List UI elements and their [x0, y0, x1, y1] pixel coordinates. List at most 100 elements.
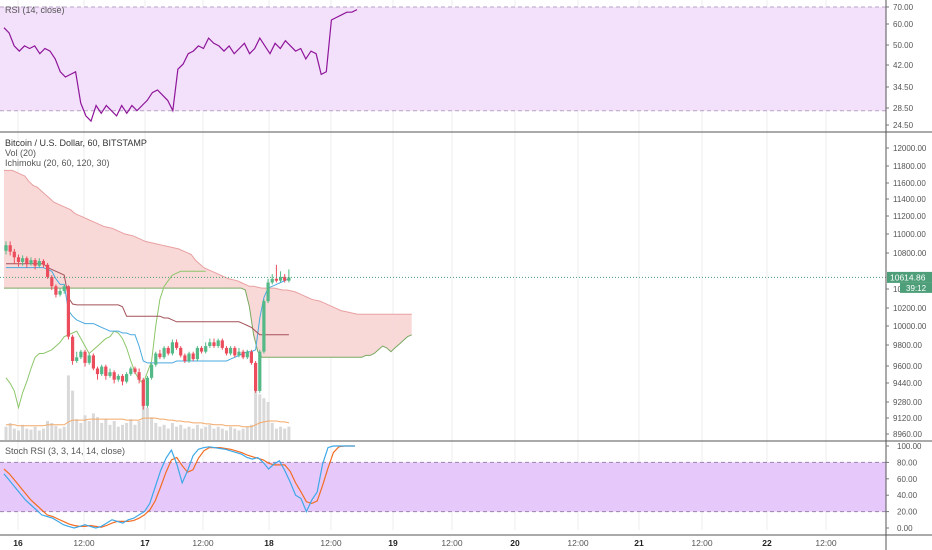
volume-bar — [112, 421, 116, 440]
candle-body — [212, 342, 216, 346]
candle-body — [116, 375, 120, 380]
candle-body — [150, 364, 154, 378]
volume-bar — [229, 426, 233, 440]
stoch-rsi-band — [0, 462, 886, 512]
candle-body — [208, 342, 212, 346]
volume-bar — [158, 426, 162, 440]
time-axis-label: 16 — [13, 538, 23, 548]
volume-bar — [71, 390, 75, 440]
ichimoku-cloud — [4, 170, 412, 358]
volume-bar — [179, 424, 183, 440]
time-axis-label: 12:00 — [192, 538, 214, 548]
price-axis-label: 80.00 — [897, 458, 918, 467]
candle-body — [145, 377, 149, 406]
candle-body — [224, 347, 229, 354]
candle-body — [112, 372, 116, 380]
stoch-rsi-pane[interactable] — [0, 445, 886, 529]
price-axis-label: 8960.00 — [893, 430, 922, 439]
candle-body — [262, 301, 266, 352]
time-axis-label: 21 — [634, 538, 644, 548]
candle-body — [75, 357, 79, 361]
candle-body — [183, 355, 187, 361]
price-axis-label: 0.00 — [897, 524, 913, 533]
volume-bar — [66, 375, 70, 440]
volume-bar — [83, 415, 87, 440]
volume-bar — [279, 426, 283, 440]
price-axis-label: 11000.00 — [893, 230, 926, 239]
candle-body — [287, 277, 291, 281]
volume-legend[interactable]: Vol (20) — [5, 148, 36, 158]
price-pane[interactable] — [0, 169, 886, 441]
volume-bar — [33, 426, 37, 440]
rsi-pane[interactable] — [0, 6, 886, 123]
time-axis[interactable]: 16 12:00 17 12:00 18 12:00 19 12:00 20 12:00 21 12:… — [13, 538, 837, 548]
price-axis-label: 60.00 — [893, 20, 914, 29]
price-axis-label: 42.00 — [893, 61, 914, 70]
candle-body — [249, 351, 253, 363]
last-price-label: 10614.86 — [890, 272, 926, 282]
candle-body — [62, 286, 66, 291]
volume-bar — [241, 428, 245, 440]
volume-bar — [25, 428, 29, 440]
volume-bar — [170, 422, 174, 440]
candle-body — [216, 340, 220, 346]
volume-bar — [58, 428, 62, 440]
volume-bar — [249, 424, 253, 440]
volume-bar — [100, 422, 104, 440]
volume-bar — [225, 430, 228, 440]
volume-bar — [96, 417, 99, 440]
volume-bar — [150, 417, 154, 440]
volume-bar — [125, 422, 129, 440]
candle-body — [270, 278, 274, 283]
candle-body — [258, 351, 262, 391]
volume-bar — [220, 428, 224, 440]
volume-bar — [245, 426, 249, 440]
symbol-title[interactable]: Bitcoin / U.S. Dollar, 60, BITSTAMP — [5, 138, 147, 148]
candle-body — [229, 347, 233, 354]
ichimoku-legend[interactable]: Ichimoku (20, 60, 120, 30) — [5, 158, 110, 168]
candle-body — [95, 368, 100, 375]
ichimoku-lagging-span — [5, 270, 206, 410]
volume-bar — [29, 429, 33, 440]
candle-body — [4, 245, 8, 251]
candle-body — [233, 347, 237, 356]
price-axis-label: 9120.00 — [893, 414, 922, 423]
candle-body — [241, 351, 245, 358]
time-axis-label: 12:00 — [691, 538, 713, 548]
stoch-rsi-d-line — [3, 445, 355, 528]
volume-bar — [141, 384, 145, 440]
candle-body — [154, 353, 158, 365]
volume-bar — [216, 426, 220, 440]
candle-body — [220, 340, 224, 348]
price-axis-label: 10800.00 — [893, 249, 927, 258]
volume-bar — [195, 424, 199, 440]
stoch-rsi-legend-title[interactable]: Stoch RSI (3, 3, 14, 14, close) — [5, 446, 125, 456]
candle-body — [133, 368, 137, 373]
volume-ma-line — [6, 417, 290, 428]
price-axis-label: 11800.00 — [893, 162, 926, 171]
price-axis-label: 10200.00 — [893, 304, 927, 313]
last-price-tag: 10614.86 39:12 — [887, 271, 932, 293]
candle-body — [54, 286, 58, 295]
volume-bar — [116, 426, 120, 440]
price-axis-label: 11200.00 — [893, 212, 926, 221]
volume-bar — [121, 424, 124, 440]
price-axis-label: 11600.00 — [893, 179, 926, 188]
candle-body — [191, 353, 195, 360]
price-axis-label: 28.50 — [893, 104, 914, 113]
price-axis-label: 50.00 — [893, 41, 914, 50]
candle-body — [170, 342, 174, 354]
ichimoku-span-b — [4, 287, 412, 358]
price-axis-label: 40.00 — [897, 491, 918, 500]
candle-body — [8, 245, 12, 252]
volume-bar — [262, 398, 266, 440]
candle-body — [166, 347, 170, 354]
rsi-legend-title[interactable]: RSI (14, close) — [5, 5, 65, 15]
rsi-line — [3, 9, 358, 123]
volume-bar — [133, 424, 137, 440]
volume-bar — [79, 422, 83, 440]
candle-body — [187, 353, 191, 361]
candle-body — [237, 351, 241, 356]
